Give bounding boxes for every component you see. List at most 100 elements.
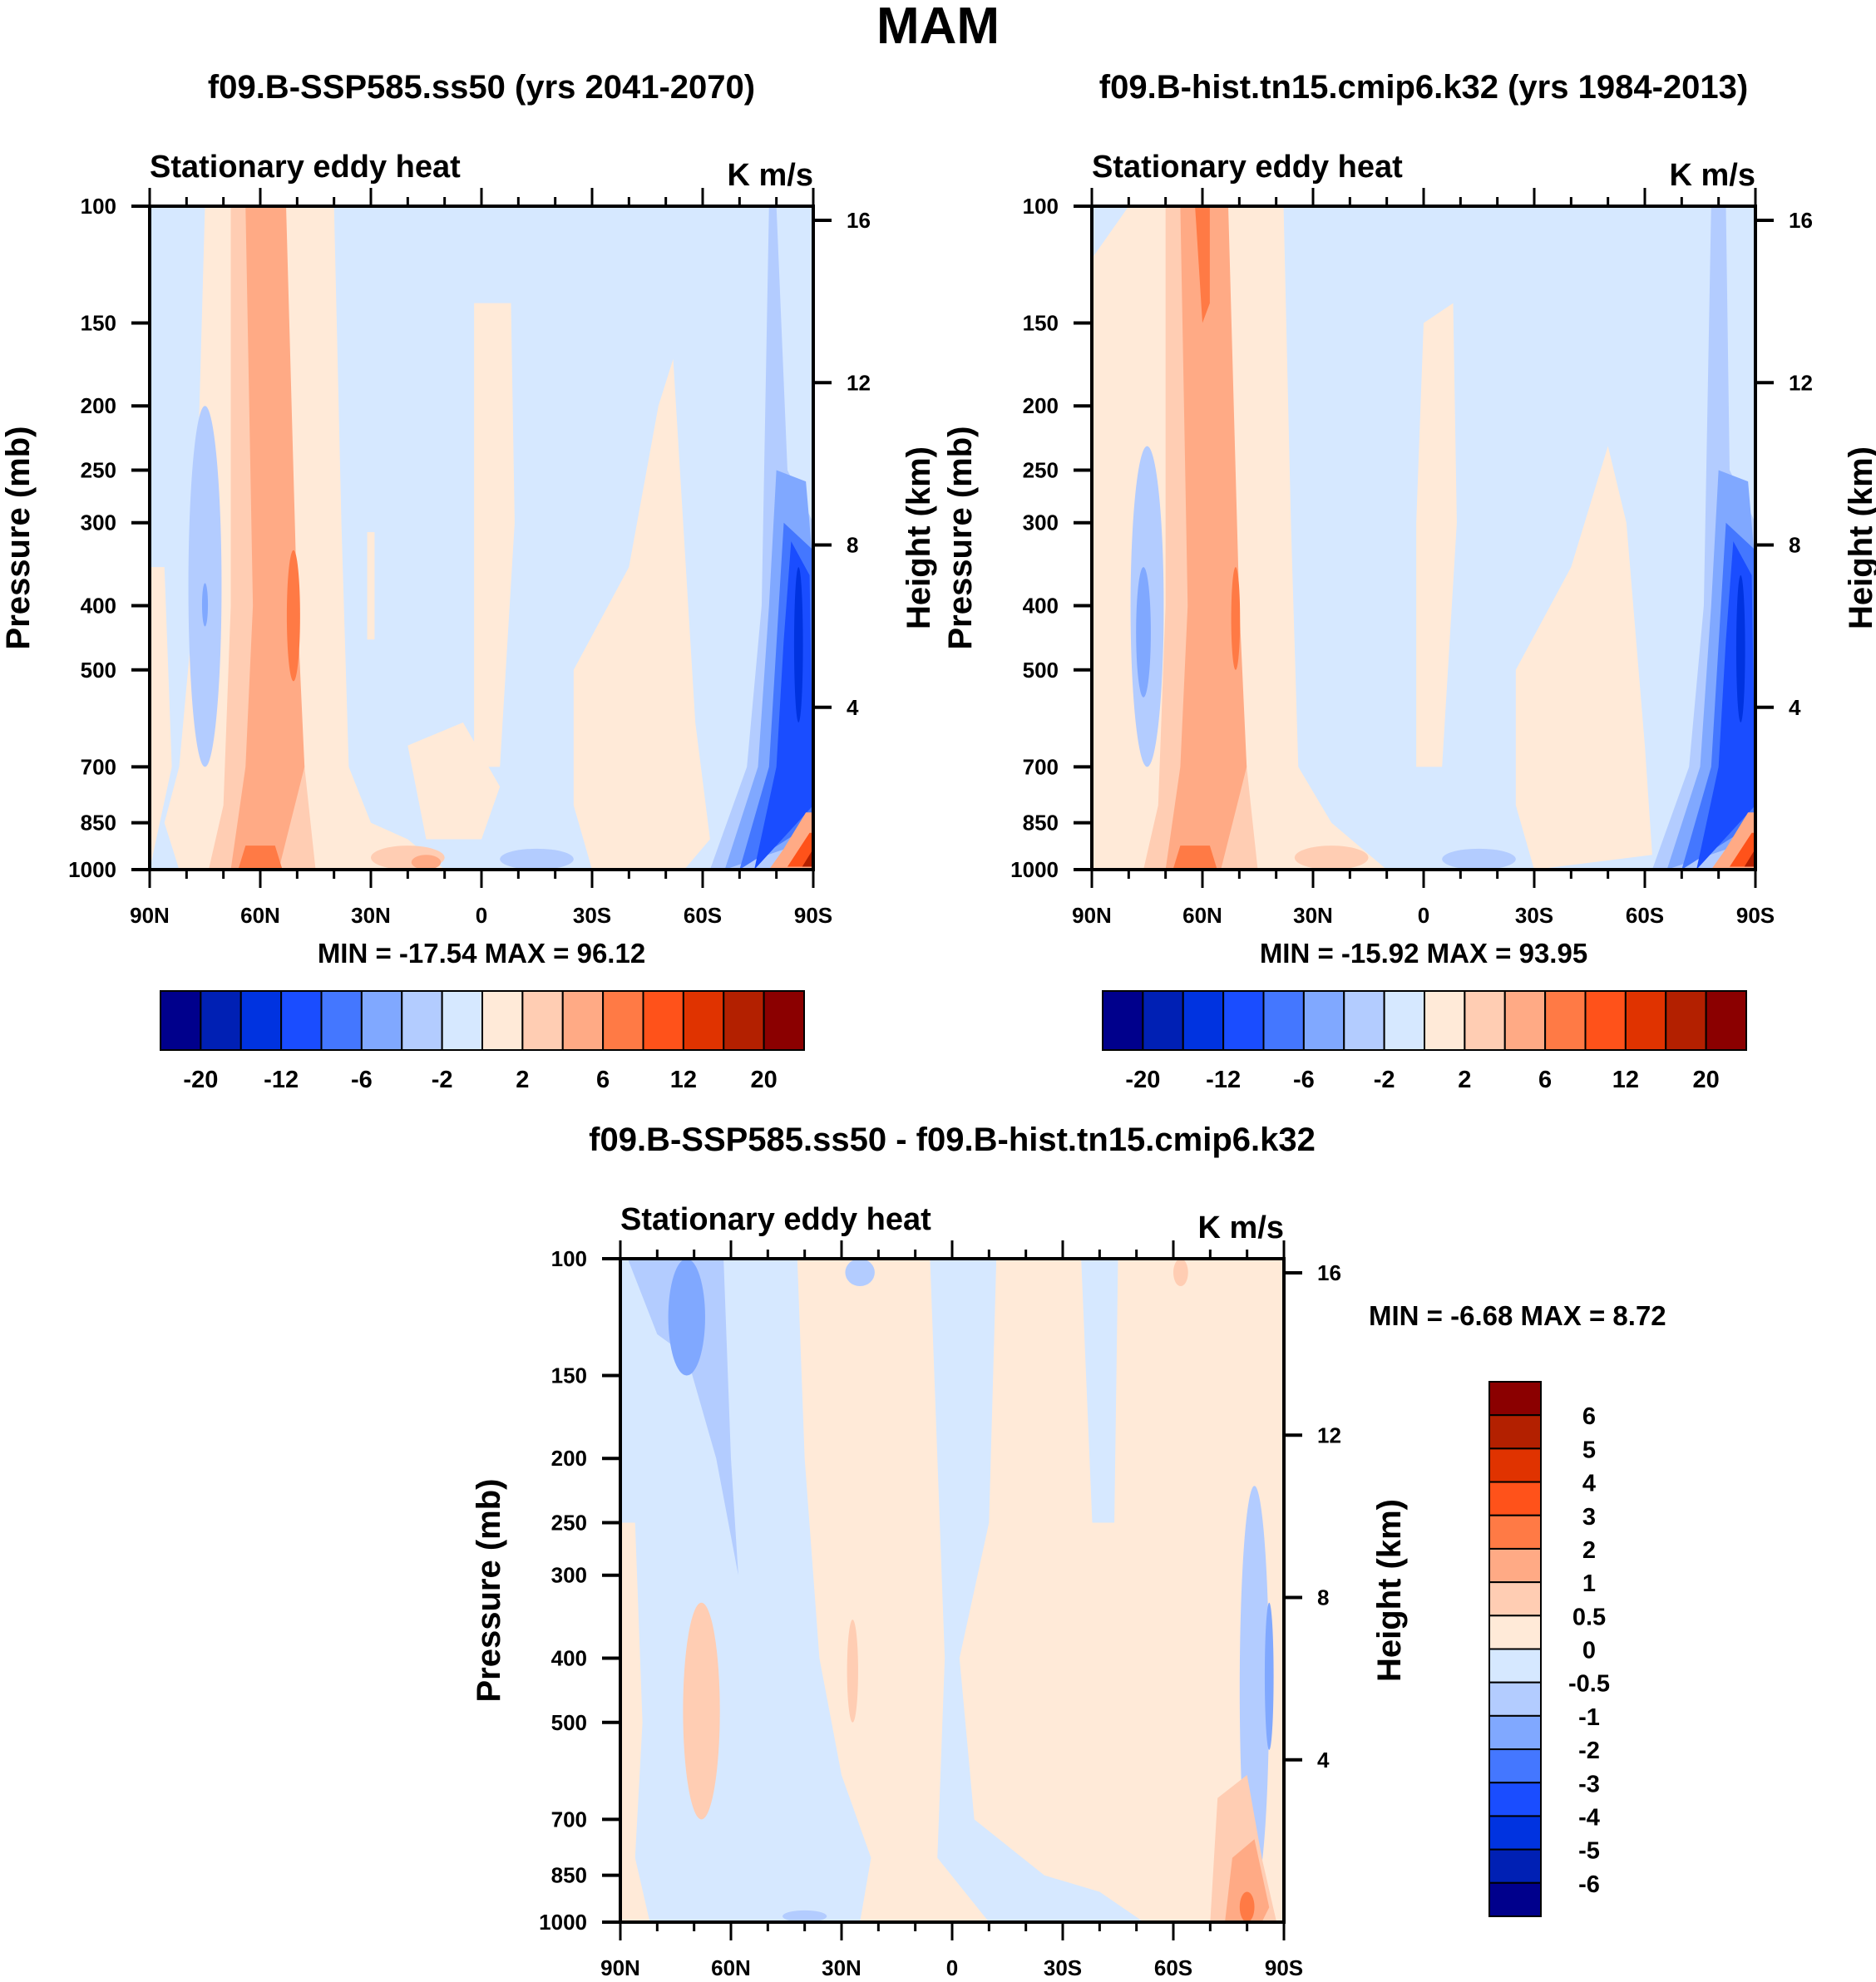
height-tick-label: 16	[847, 208, 871, 233]
colorbar-box	[481, 990, 524, 1051]
y-tick-label: 700	[1023, 754, 1059, 779]
colorbar-box	[1488, 1748, 1542, 1784]
y-tick-label: 500	[1023, 658, 1059, 683]
y-tick-label: 1000	[539, 1910, 587, 1935]
colorbar-box	[602, 990, 644, 1051]
contour-fill	[620, 1522, 650, 1922]
height-tick-label: 12	[1789, 370, 1813, 395]
colorbar-label: -6	[351, 1067, 373, 1093]
colorbar-box	[1222, 990, 1265, 1051]
contour-fill	[1195, 206, 1210, 323]
colorbar-box	[1488, 1447, 1542, 1483]
height-tick-label: 4	[1317, 1748, 1330, 1772]
colorbar-box	[1705, 990, 1747, 1051]
colorbar-label: -20	[183, 1067, 218, 1093]
colorbar-label: -20	[1125, 1067, 1160, 1093]
contour-fill	[930, 1259, 1144, 1922]
panel-title: f09.B-SSP585.ss50 - f09.B-hist.tn15.cmip…	[589, 1122, 1316, 1158]
colorbar-label: 1	[1582, 1570, 1596, 1597]
colorbar-label: 4	[1582, 1471, 1596, 1497]
y-axis-label: Pressure (mb)	[942, 426, 979, 650]
x-tick-label: 30N	[822, 1955, 861, 1980]
y-tick-label: 500	[551, 1710, 587, 1735]
contour-fill	[474, 303, 515, 767]
colorbar-label: -6	[1578, 1871, 1600, 1898]
colorbar-box	[360, 990, 403, 1051]
colorbar-label: 2	[1458, 1067, 1471, 1093]
contour-fill	[573, 358, 710, 870]
colorbar-label: -3	[1578, 1771, 1600, 1797]
units-label: K m/s	[728, 158, 813, 193]
y-tick-label: 500	[81, 658, 116, 683]
colorbar-box	[1624, 990, 1667, 1051]
y-tick-label: 850	[81, 811, 116, 836]
colorbar-box	[1102, 990, 1144, 1051]
y2-axis-label: Height (km)	[1843, 446, 1876, 629]
colorbar-box	[1488, 1481, 1542, 1516]
contour-fill	[286, 550, 300, 682]
x-tick-label: 0	[476, 903, 487, 928]
colorbar-box	[1383, 990, 1425, 1051]
y-tick-label: 300	[551, 1563, 587, 1588]
panel-2: 90N 60N 30N 0 30S 60S 90S 100 150 200 250 300 400 500…	[942, 69, 1876, 1093]
contour-fill	[845, 1259, 875, 1287]
colorbar-label: 3	[1582, 1504, 1596, 1531]
colorbar-box	[1503, 990, 1547, 1051]
contour-fill	[787, 832, 813, 867]
colorbar-box	[1488, 1381, 1542, 1417]
y-tick-label: 150	[1023, 311, 1059, 336]
x-tick-label: 60N	[711, 1955, 751, 1980]
x-tick-label: 60S	[684, 903, 722, 928]
contour-fill	[150, 567, 172, 870]
colorbar-box	[1343, 990, 1385, 1051]
y-tick-label: 200	[551, 1446, 587, 1471]
colorbar-box	[1424, 990, 1466, 1051]
contour-fill	[793, 567, 803, 722]
contour-fill	[230, 206, 305, 870]
x-tick-label: 30S	[1515, 903, 1553, 928]
colorbar-label: -2	[1578, 1738, 1600, 1764]
colorbar-box	[200, 990, 242, 1051]
colorbar-box	[1488, 1648, 1542, 1684]
units-label: K m/s	[1670, 158, 1755, 193]
colorbar-box	[1544, 990, 1587, 1051]
contour-fill	[627, 1259, 738, 1575]
x-tick-label: 90S	[794, 903, 832, 928]
colorbar-box	[320, 990, 363, 1051]
contour-fill	[1231, 567, 1241, 670]
y-tick-label: 200	[81, 393, 116, 418]
colorbar-box	[1464, 990, 1506, 1051]
x-tick-label: 30S	[573, 903, 611, 928]
contour-fill	[1225, 1839, 1270, 1922]
x-tick-label: 60S	[1154, 1955, 1192, 1980]
contour-fill	[407, 722, 501, 840]
colorbar-box	[1488, 1782, 1542, 1817]
colorbar-box	[682, 990, 725, 1051]
y-tick-label: 850	[551, 1863, 587, 1888]
height-tick-label: 12	[847, 370, 871, 395]
colorbar-box	[561, 990, 605, 1051]
y2-axis-label: Height (km)	[1371, 1499, 1408, 1682]
colorbar-label: 6	[1538, 1067, 1552, 1093]
colorbar-box	[160, 990, 202, 1051]
height-tick-label: 4	[1789, 695, 1801, 720]
colorbar-label: -2	[432, 1067, 453, 1093]
x-tick-label: 0	[1418, 903, 1429, 928]
y-tick-label: 250	[81, 458, 116, 483]
x-tick-label: 90N	[130, 903, 170, 928]
colorbar-box	[441, 990, 483, 1051]
colorbar-box	[280, 990, 323, 1051]
subtitle: Stationary eddy heat	[620, 1202, 931, 1237]
contour-fill	[847, 1620, 858, 1723]
colorbar-label: 2	[1582, 1537, 1596, 1564]
colorbar-box	[1302, 990, 1345, 1051]
colorbar-label: 20	[1692, 1067, 1719, 1093]
height-tick-label: 16	[1317, 1260, 1341, 1285]
colorbar-box	[1665, 990, 1707, 1051]
panel-1: 90N 60N 30N 0 30S 60S 90S 100 150 200 250 300 400 500…	[0, 69, 937, 1093]
y-tick-label: 1000	[1010, 857, 1059, 882]
contour-fill	[1136, 567, 1151, 698]
contour-fill	[1239, 1891, 1255, 1922]
contour-fill	[201, 583, 209, 627]
contour-fill	[411, 855, 442, 870]
